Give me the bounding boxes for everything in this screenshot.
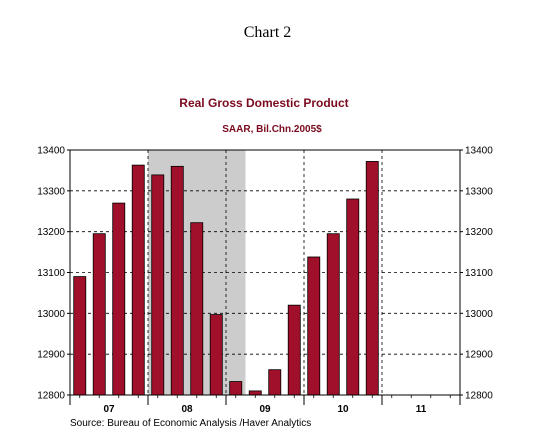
y-tick-label-right: 13100 bbox=[465, 268, 493, 279]
bar-2009Q2 bbox=[248, 390, 262, 396]
bar-2009Q3 bbox=[268, 369, 282, 396]
bar-2007Q3 bbox=[112, 202, 126, 396]
y-tick-label-left: 12800 bbox=[37, 391, 65, 402]
x-tick-label-09: 09 bbox=[259, 404, 271, 415]
bar-2009Q4 bbox=[287, 304, 301, 396]
bar-2008Q2 bbox=[170, 165, 184, 396]
x-tick-label-08: 08 bbox=[181, 404, 193, 415]
y-tick-label-right: 12900 bbox=[465, 350, 493, 361]
y-tick-label-left: 12900 bbox=[37, 350, 65, 361]
bar-2010Q1 bbox=[307, 256, 321, 396]
page-label: Chart 2 bbox=[243, 24, 292, 41]
y-tick-label-right: 13400 bbox=[465, 146, 493, 157]
bar-2010Q2 bbox=[326, 233, 340, 396]
bar-2010Q3 bbox=[346, 198, 360, 396]
bar-2008Q1 bbox=[151, 174, 165, 396]
bar-2008Q4 bbox=[209, 314, 223, 396]
y-tick-label-left: 13300 bbox=[37, 186, 65, 197]
chart-subtitle: SAAR, Bil.Chn.2005$ bbox=[222, 124, 322, 135]
y-tick-label-right: 13300 bbox=[465, 186, 493, 197]
chart-source: Source: Bureau of Economic Analysis /Hav… bbox=[70, 418, 311, 429]
bar-2009Q1 bbox=[229, 381, 243, 396]
bar-2007Q2 bbox=[92, 233, 106, 396]
y-tick-label-left: 13100 bbox=[37, 268, 65, 279]
x-tick-label-07: 07 bbox=[103, 404, 115, 415]
x-tick-label-10: 10 bbox=[337, 404, 349, 415]
bar-2008Q3 bbox=[190, 222, 204, 396]
x-tick-label-11: 11 bbox=[416, 404, 427, 415]
bar-2010Q4 bbox=[365, 161, 379, 396]
y-tick-label-left: 13000 bbox=[37, 309, 65, 320]
chart-title: Real Gross Domestic Product bbox=[179, 96, 348, 110]
y-tick-label-right: 13000 bbox=[465, 309, 493, 320]
bar-2007Q4 bbox=[131, 164, 145, 396]
bar-2007Q1 bbox=[73, 276, 87, 396]
y-tick-label-right: 13200 bbox=[465, 227, 493, 238]
y-tick-label-left: 13400 bbox=[37, 146, 65, 157]
y-tick-label-left: 13200 bbox=[37, 227, 65, 238]
y-tick-label-right: 12800 bbox=[465, 391, 493, 402]
